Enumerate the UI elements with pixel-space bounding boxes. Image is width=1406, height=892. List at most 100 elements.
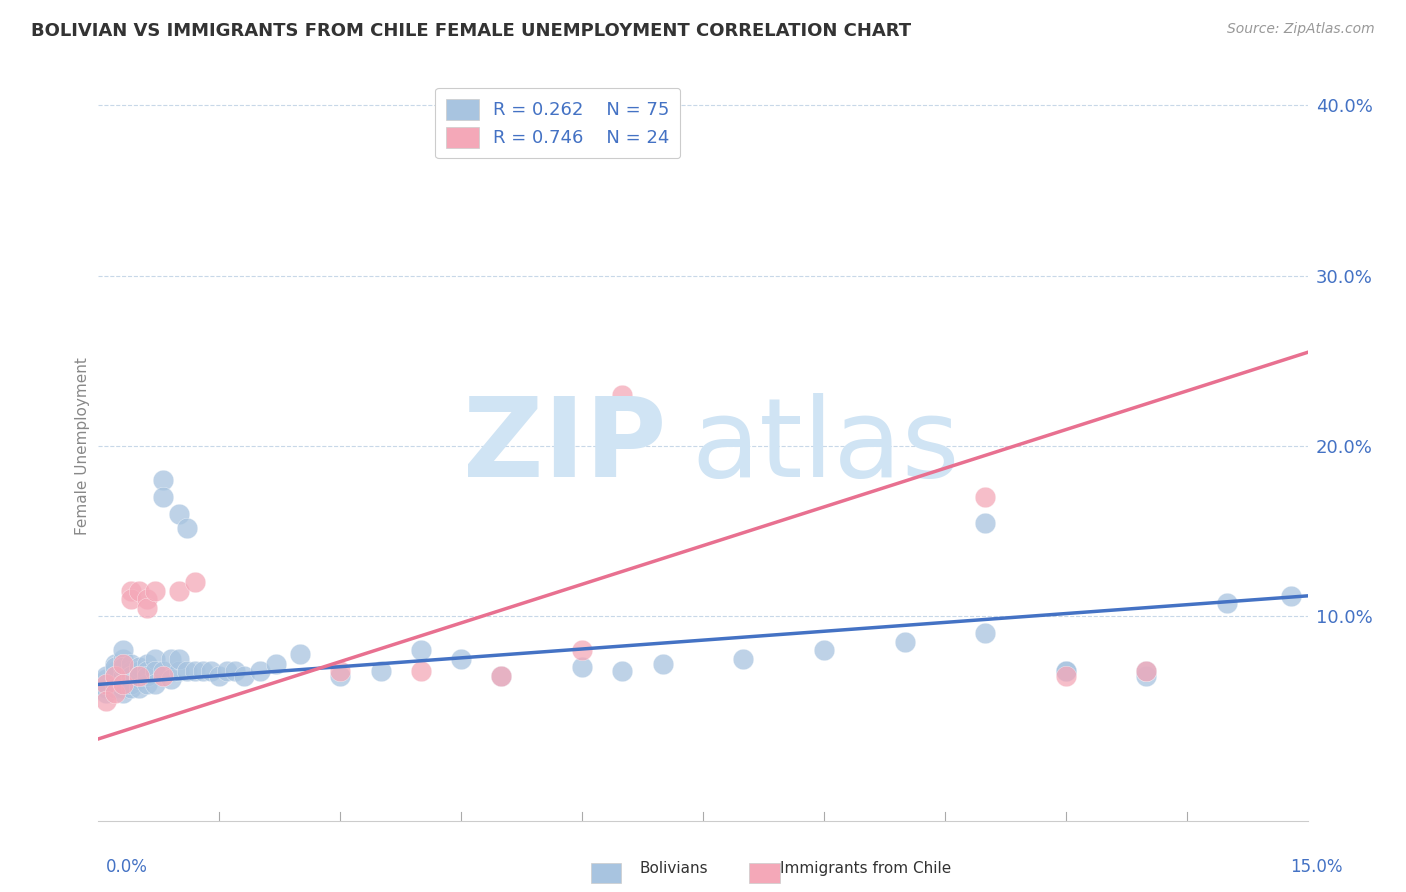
Point — [111, 643, 134, 657]
Point — [128, 583, 150, 598]
Point — [1054, 669, 1077, 683]
Point — [208, 669, 231, 683]
Text: ZIP: ZIP — [464, 392, 666, 500]
Point — [1216, 596, 1239, 610]
Point — [1054, 664, 1077, 678]
Point — [96, 686, 118, 700]
Point — [167, 583, 190, 598]
Point — [135, 600, 157, 615]
Point — [103, 681, 125, 695]
Point — [329, 669, 352, 683]
Point — [128, 669, 150, 683]
Point — [120, 677, 142, 691]
Point — [103, 686, 125, 700]
Point — [135, 657, 157, 671]
Point — [135, 669, 157, 683]
Point — [491, 669, 513, 683]
Point — [103, 669, 125, 683]
Point — [1135, 664, 1157, 678]
Point — [143, 664, 166, 678]
Point — [193, 664, 215, 678]
Point — [200, 664, 222, 678]
Point — [111, 686, 134, 700]
Point — [120, 657, 142, 671]
Point — [1054, 664, 1077, 678]
Point — [128, 669, 150, 683]
Point — [111, 660, 134, 674]
Point — [120, 592, 142, 607]
Text: Source: ZipAtlas.com: Source: ZipAtlas.com — [1227, 22, 1375, 37]
Point — [167, 652, 190, 666]
Point — [1135, 664, 1157, 678]
Point — [96, 669, 118, 683]
Point — [288, 647, 311, 661]
Point — [409, 664, 432, 678]
Point — [103, 677, 125, 691]
Point — [491, 669, 513, 683]
Point — [264, 657, 287, 671]
Point — [329, 664, 352, 678]
Point — [103, 669, 125, 683]
Point — [974, 626, 997, 640]
Point — [128, 660, 150, 674]
Point — [167, 664, 190, 678]
Text: 15.0%: 15.0% — [1291, 858, 1343, 876]
Point — [96, 673, 118, 687]
Point — [120, 681, 142, 695]
Point — [232, 669, 254, 683]
Point — [111, 681, 134, 695]
Point — [152, 664, 174, 678]
Point — [96, 677, 118, 691]
Point — [120, 669, 142, 683]
Point — [128, 673, 150, 687]
Point — [152, 490, 174, 504]
Point — [111, 652, 134, 666]
Point — [135, 677, 157, 691]
Point — [571, 660, 593, 674]
Point — [409, 643, 432, 657]
Point — [733, 652, 755, 666]
Point — [176, 521, 198, 535]
Text: Immigrants from Chile: Immigrants from Chile — [780, 861, 952, 876]
Point — [96, 694, 118, 708]
Legend: R = 0.262    N = 75, R = 0.746    N = 24: R = 0.262 N = 75, R = 0.746 N = 24 — [436, 88, 681, 159]
Point — [120, 664, 142, 678]
Point — [120, 583, 142, 598]
Point — [370, 664, 392, 678]
Text: atlas: atlas — [690, 392, 959, 500]
Point — [135, 664, 157, 678]
Point — [167, 507, 190, 521]
Point — [249, 664, 271, 678]
Point — [143, 677, 166, 691]
Point — [184, 575, 207, 590]
Point — [111, 677, 134, 691]
Point — [120, 673, 142, 687]
Text: Bolivians: Bolivians — [640, 861, 709, 876]
Point — [152, 473, 174, 487]
Point — [176, 664, 198, 678]
Point — [184, 664, 207, 678]
Point — [128, 681, 150, 695]
Point — [974, 516, 997, 530]
Point — [152, 669, 174, 683]
Point — [612, 664, 634, 678]
Point — [612, 388, 634, 402]
Point — [893, 635, 915, 649]
Point — [96, 677, 118, 691]
Point — [103, 657, 125, 671]
Point — [96, 681, 118, 695]
Point — [103, 660, 125, 674]
Point — [160, 652, 183, 666]
Point — [1281, 589, 1303, 603]
Point — [1135, 669, 1157, 683]
Point — [103, 664, 125, 678]
Point — [143, 583, 166, 598]
Point — [111, 677, 134, 691]
Point — [111, 669, 134, 683]
Point — [974, 490, 997, 504]
Text: 0.0%: 0.0% — [105, 858, 148, 876]
Point — [224, 664, 246, 678]
Point — [571, 643, 593, 657]
Point — [135, 592, 157, 607]
Point — [160, 673, 183, 687]
